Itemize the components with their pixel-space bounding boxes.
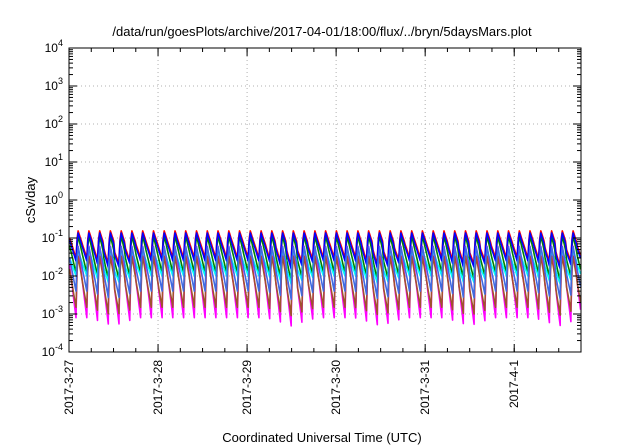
x-tick-label: 2017-3-28 <box>151 360 165 415</box>
axis-ticks: 10-4 10-3 10-2 10-1 100 101 102 103 104 2017-3-27… <box>42 38 581 415</box>
y-tick-label: 10-4 <box>42 342 63 359</box>
y-axis-label: cSv/day <box>23 176 38 223</box>
x-tick-label: 2017-3-29 <box>240 360 254 415</box>
y-tick-label: 100 <box>45 190 63 207</box>
y-tick-label: 103 <box>45 76 63 93</box>
x-tick-label: 2017-3-27 <box>62 360 76 415</box>
series-line-3 <box>68 232 582 270</box>
y-tick-label: 10-3 <box>42 304 63 321</box>
y-tick-label: 10-1 <box>42 228 63 245</box>
y-tick-label: 10-2 <box>42 266 63 283</box>
x-axis-label: Coordinated Universal Time (UTC) <box>222 430 421 445</box>
x-tick-label: 2017-3-31 <box>418 360 432 415</box>
x-tick-label: 2017-3-30 <box>329 360 343 415</box>
y-tick-label: 104 <box>45 38 63 55</box>
grid <box>69 48 581 352</box>
y-tick-label: 101 <box>45 152 63 169</box>
chart-title: /data/run/goesPlots/archive/2017-04-01/1… <box>112 24 532 39</box>
series-group <box>68 230 582 327</box>
series-line-6 <box>68 255 582 317</box>
x-tick-label: 2017-4-1 <box>507 360 521 408</box>
y-tick-label: 102 <box>45 114 63 131</box>
series-line-7 <box>68 245 582 301</box>
